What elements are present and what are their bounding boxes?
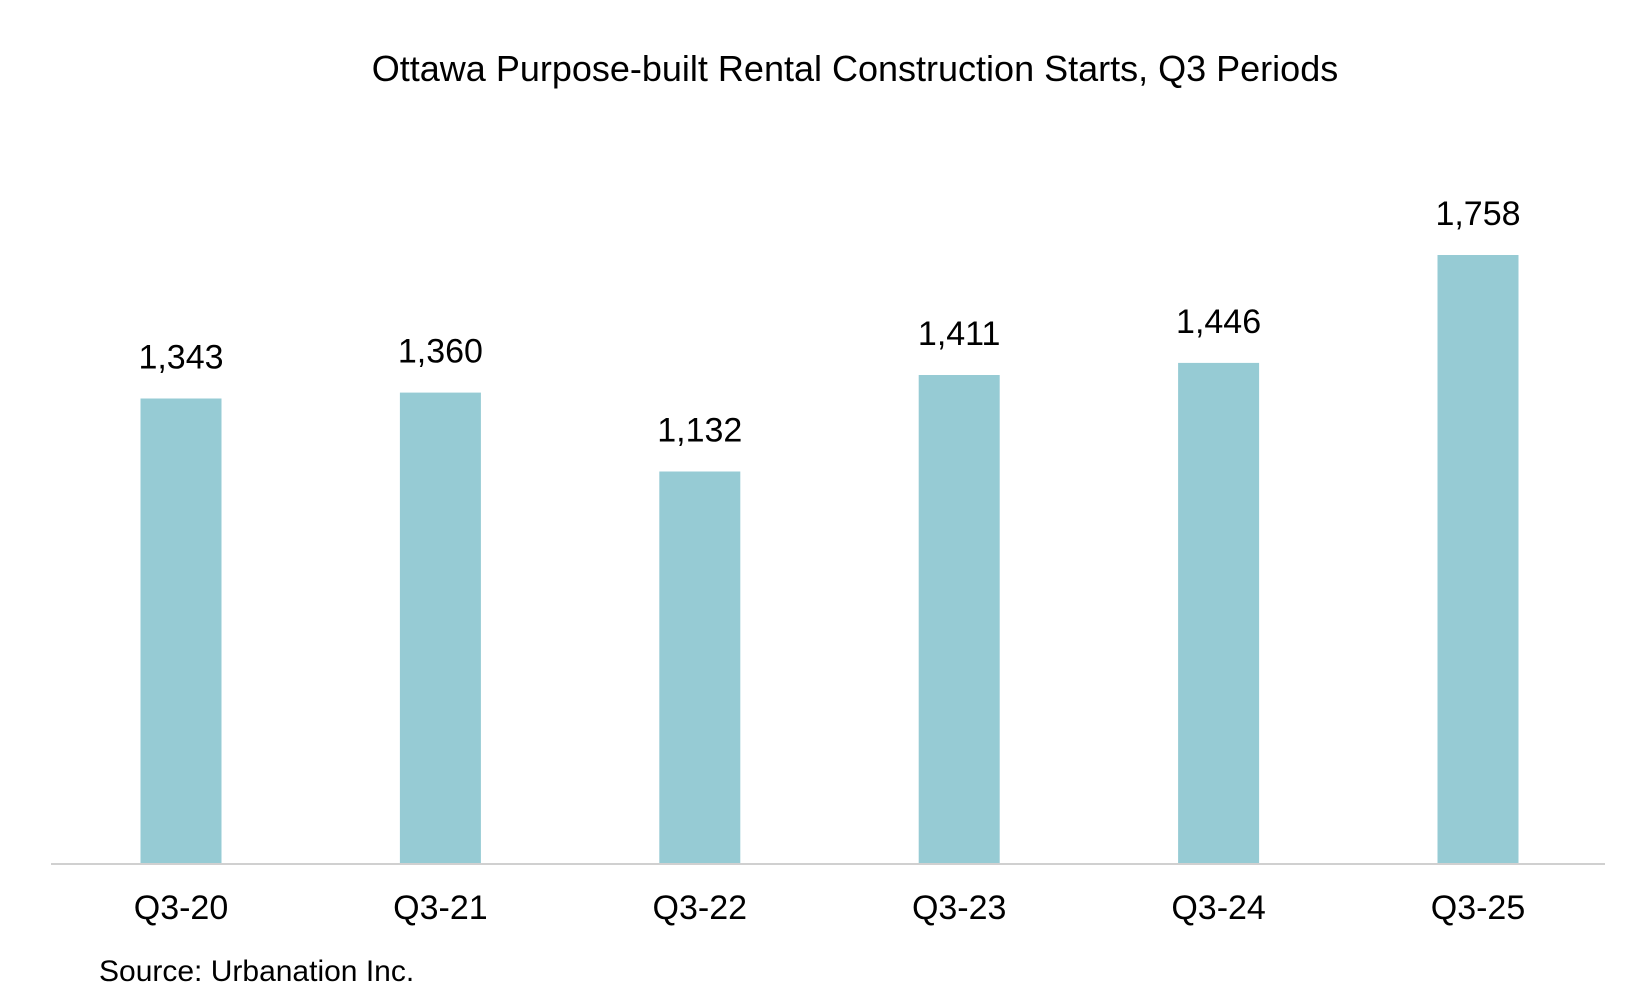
- x-tick-labels-layer: Q3-20 Q3-21 Q3-22 Q3-23 Q3-24 Q3-25: [134, 889, 1526, 927]
- data-label-q3-23: 1,411: [918, 315, 1001, 353]
- source-note: Source: Urbanation Inc.: [99, 955, 414, 988]
- x-tick-label-q3-23: Q3-23: [912, 889, 1007, 927]
- bar-q3-25: [1437, 255, 1519, 863]
- x-tick-label-q3-22: Q3-22: [653, 889, 748, 927]
- bar-q3-23: [918, 375, 1000, 863]
- x-tick-label-q3-20: Q3-20: [134, 889, 229, 927]
- bar-q3-21: [399, 392, 481, 863]
- data-label-q3-25: 1,758: [1435, 195, 1520, 233]
- x-tick-label-q3-25: Q3-25: [1431, 889, 1526, 927]
- chart-title: Ottawa Purpose-built Rental Construction…: [372, 48, 1338, 89]
- data-label-q3-22: 1,132: [657, 412, 742, 450]
- data-label-q3-21: 1,360: [398, 333, 483, 371]
- data-label-q3-20: 1,343: [138, 339, 223, 377]
- bar-q3-22: [659, 471, 741, 863]
- x-tick-label-q3-24: Q3-24: [1171, 889, 1266, 927]
- bar-q3-20: [140, 398, 222, 863]
- x-tick-label-q3-21: Q3-21: [393, 889, 488, 927]
- bars-layer: [140, 255, 1519, 863]
- data-labels-layer: 1,343 1,360 1,132 1,411 1,446 1,758: [138, 195, 1520, 450]
- data-label-q3-24: 1,446: [1176, 303, 1261, 341]
- bar-q3-24: [1178, 362, 1260, 863]
